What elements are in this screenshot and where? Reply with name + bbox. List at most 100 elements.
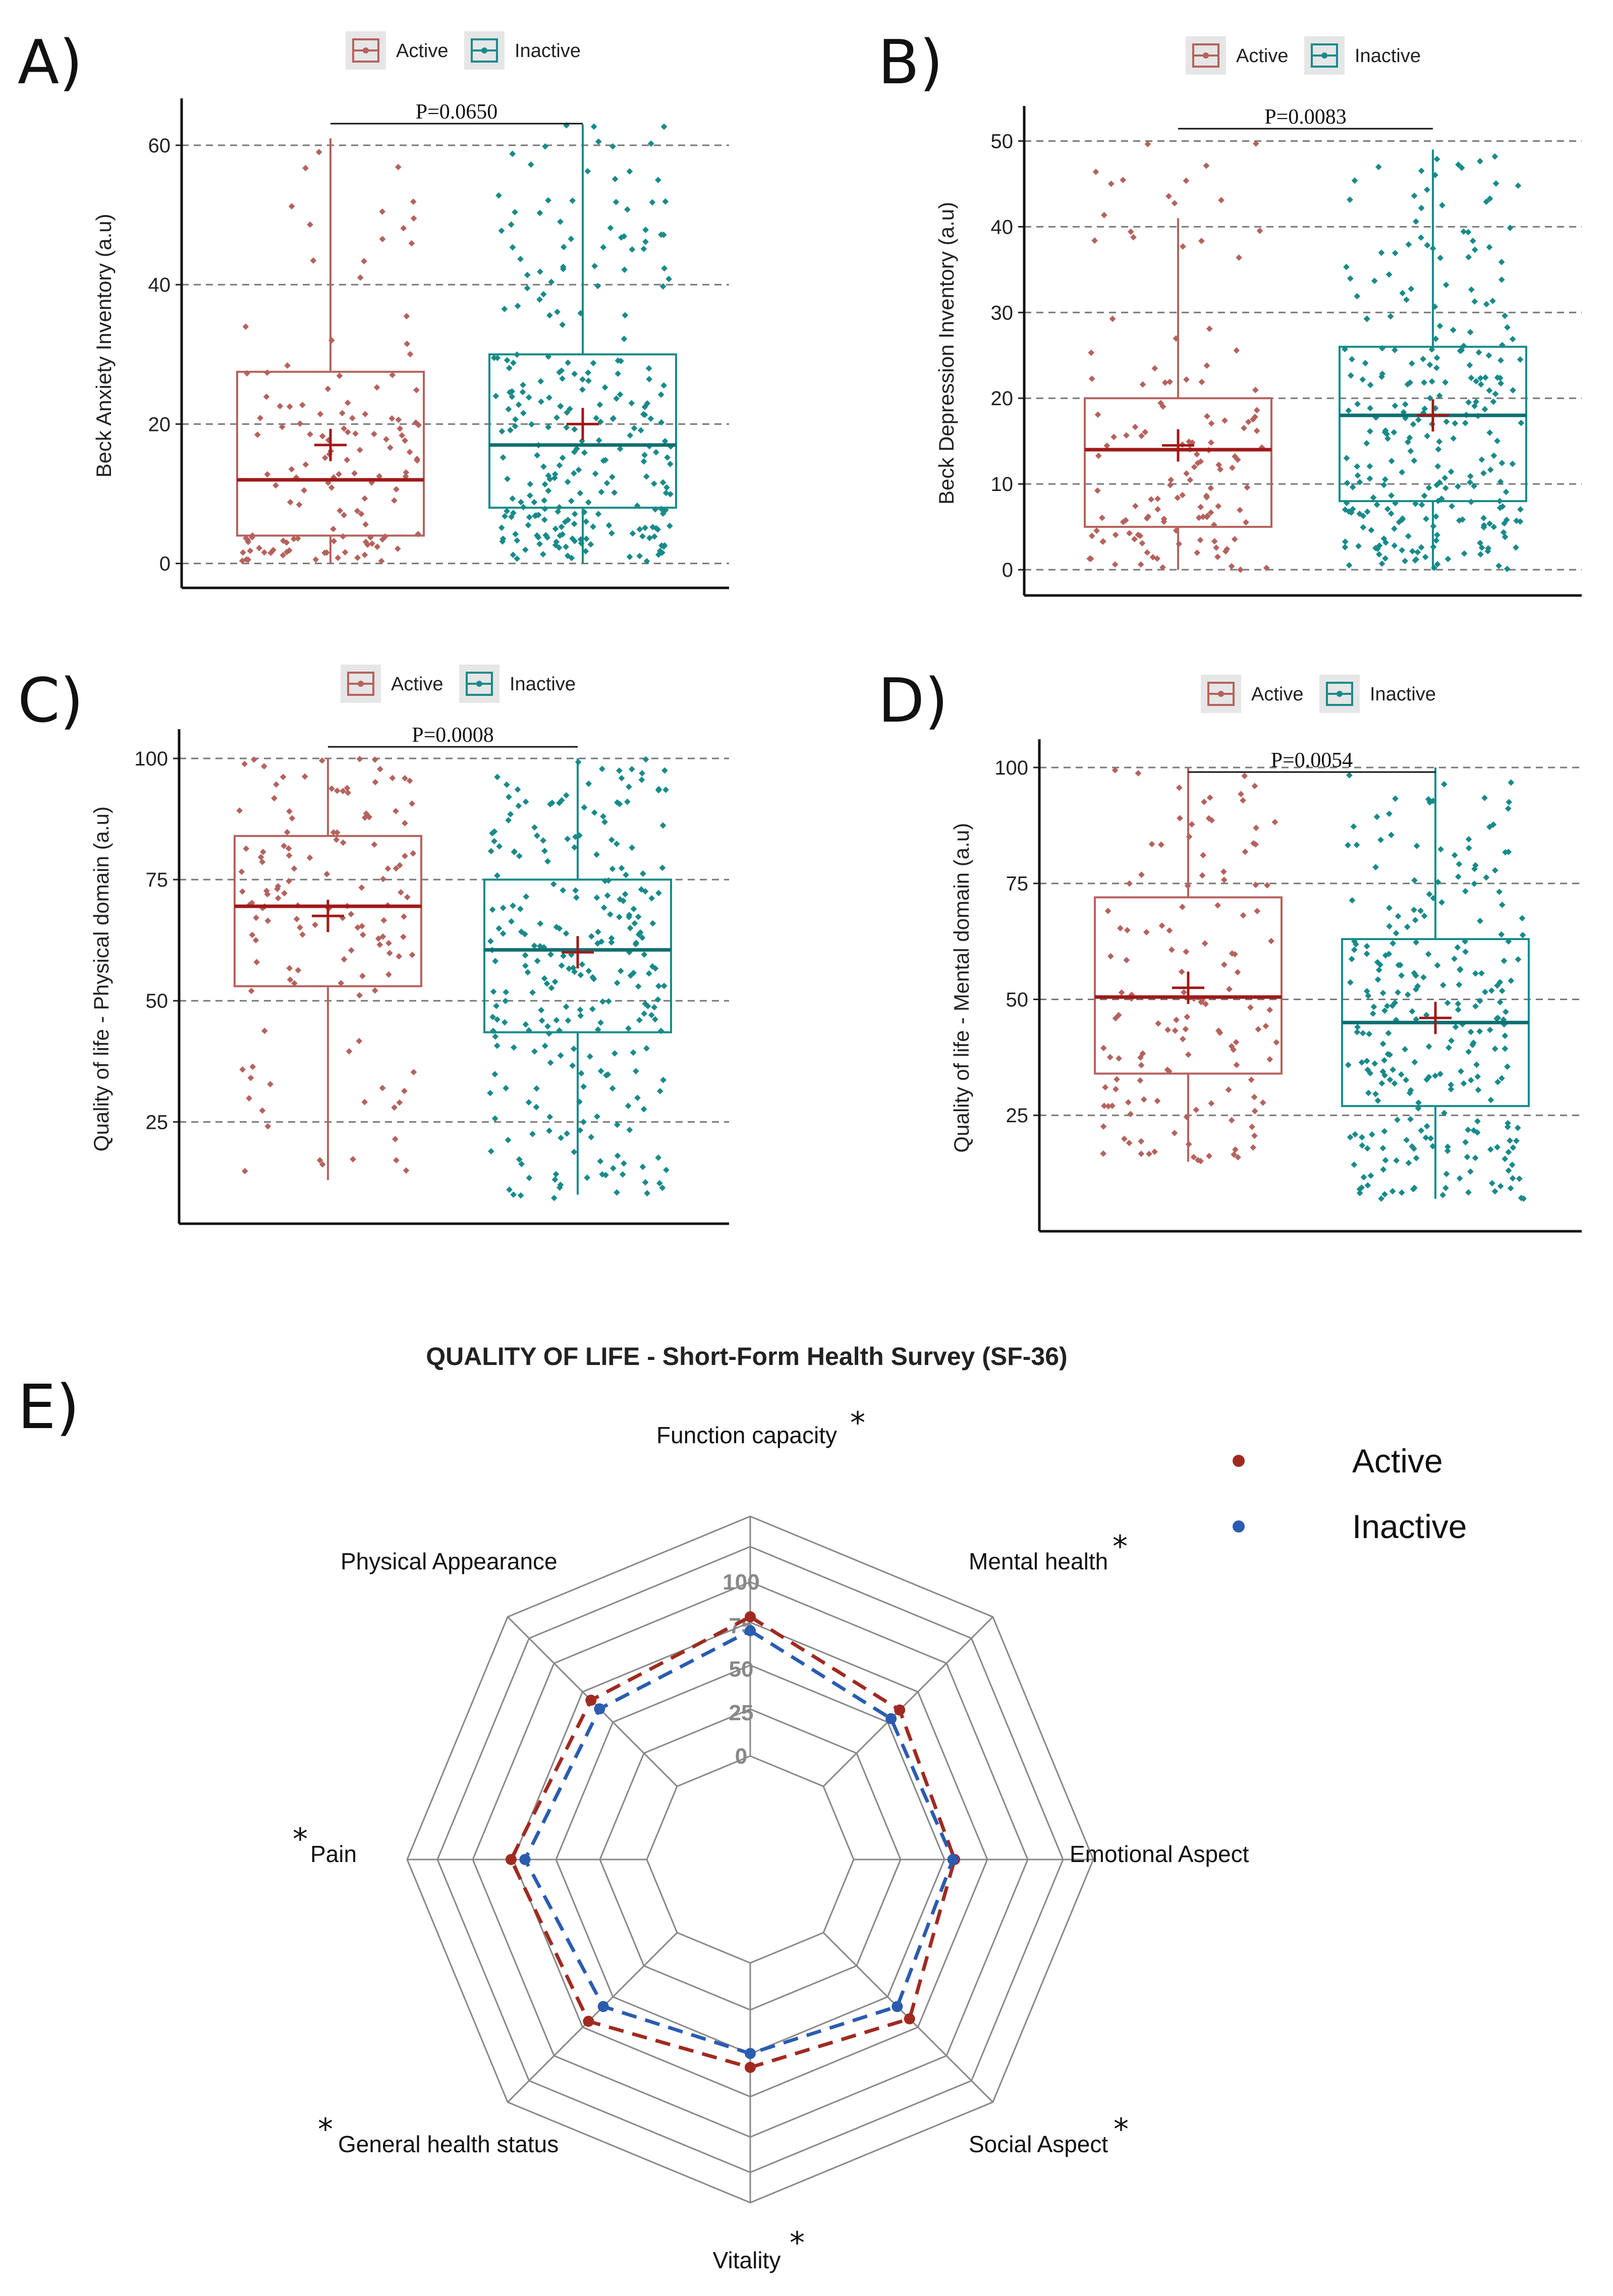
- data-point: [578, 540, 585, 546]
- data-point: [1121, 1135, 1128, 1142]
- legend-b: Active Inactive: [1186, 36, 1421, 75]
- data-point: [1099, 514, 1105, 521]
- data-point: [534, 957, 541, 964]
- data-point: [1501, 1032, 1509, 1039]
- legend-key-dot: [363, 47, 369, 53]
- data-point: [1451, 955, 1458, 962]
- data-point: [619, 1171, 626, 1178]
- data-point: [570, 1046, 577, 1052]
- data-point: [563, 1003, 570, 1010]
- data-point: [1193, 1107, 1200, 1113]
- data-point: [1154, 496, 1161, 502]
- data-point: [491, 1071, 498, 1078]
- data-point: [577, 1006, 584, 1013]
- data-point: [286, 808, 293, 815]
- data-point: [1154, 1098, 1161, 1105]
- data-point: [1493, 1015, 1500, 1022]
- data-point: [651, 480, 657, 487]
- data-point: [546, 1127, 553, 1134]
- data-point: [557, 403, 564, 410]
- data-point: [410, 1069, 417, 1076]
- data-point: [1504, 324, 1511, 331]
- data-point: [1345, 407, 1352, 414]
- data-point: [1487, 466, 1494, 473]
- data-point: [626, 1126, 633, 1133]
- data-point: [1430, 895, 1437, 902]
- data-point: [1125, 1099, 1132, 1106]
- data-point: [544, 1023, 551, 1030]
- data-point: [1349, 506, 1356, 513]
- data-point: [583, 518, 590, 525]
- data-point: [571, 844, 578, 851]
- data-point: [611, 176, 619, 183]
- data-point: [1091, 237, 1098, 244]
- data-point: [1382, 476, 1388, 483]
- p-value-label: P=0.0054: [1271, 749, 1353, 772]
- data-point: [1385, 271, 1393, 278]
- data-point: [501, 1019, 508, 1026]
- data-point: [614, 979, 621, 987]
- data-point: [638, 777, 645, 783]
- data-point: [1501, 1045, 1509, 1052]
- data-point: [1408, 286, 1415, 292]
- data-point: [1456, 1175, 1463, 1182]
- data-point: [613, 395, 620, 402]
- data-point: [1371, 278, 1378, 284]
- data-point: [1190, 1154, 1197, 1161]
- data-point: [635, 931, 642, 938]
- data-point: [1454, 944, 1461, 951]
- data-point: [1430, 797, 1436, 804]
- data-point: [284, 829, 291, 836]
- data-point: [1251, 1094, 1258, 1101]
- data-point: [1343, 455, 1350, 462]
- data-point: [371, 756, 378, 763]
- radar-series-inactive: [519, 1625, 959, 2059]
- data-point: [1408, 360, 1415, 367]
- data-point: [1488, 987, 1495, 994]
- data-point: [1494, 1143, 1501, 1151]
- data-point: [1503, 488, 1510, 496]
- data-point: [1345, 842, 1351, 849]
- data-point: [533, 1104, 540, 1111]
- data-point: [1498, 931, 1505, 938]
- data-point: [642, 756, 649, 763]
- data-point: [1184, 1013, 1191, 1020]
- data-point: [1402, 401, 1409, 408]
- data-point: [1208, 439, 1214, 446]
- data-point: [1214, 902, 1221, 909]
- data-point: [573, 894, 580, 901]
- data-point: [511, 1044, 517, 1051]
- data-point: [1111, 561, 1119, 568]
- data-point: [1388, 458, 1395, 464]
- data-point: [1183, 470, 1190, 477]
- data-point: [1420, 974, 1427, 981]
- data-point: [1369, 1010, 1376, 1017]
- data-point: [1359, 1134, 1365, 1141]
- y-axis-label: Quality of life - Physical domain (a.u): [89, 806, 113, 1152]
- data-point: [1201, 798, 1207, 805]
- data-point: [273, 781, 280, 788]
- data-point: [1266, 1006, 1273, 1013]
- data-point: [666, 461, 674, 467]
- data-point: [1476, 998, 1483, 1004]
- data-point: [1462, 419, 1469, 426]
- data-point: [333, 787, 341, 794]
- data-point: [510, 1191, 517, 1198]
- data-point: [1508, 779, 1515, 786]
- data-point: [1351, 938, 1358, 945]
- data-point: [1411, 457, 1418, 464]
- data-point: [1250, 1144, 1257, 1151]
- data-point: [1434, 531, 1440, 538]
- data-point: [1197, 1158, 1204, 1165]
- data-point: [1509, 1175, 1516, 1182]
- data-point: [259, 1107, 266, 1114]
- data-point: [1505, 805, 1512, 812]
- data-point: [307, 221, 313, 228]
- data-point: [1138, 1151, 1145, 1157]
- data-point: [585, 499, 592, 506]
- data-point: [1107, 180, 1115, 187]
- data-point: [568, 555, 575, 562]
- data-point: [1486, 520, 1493, 527]
- data-point: [1237, 507, 1243, 514]
- data-point: [1378, 560, 1385, 567]
